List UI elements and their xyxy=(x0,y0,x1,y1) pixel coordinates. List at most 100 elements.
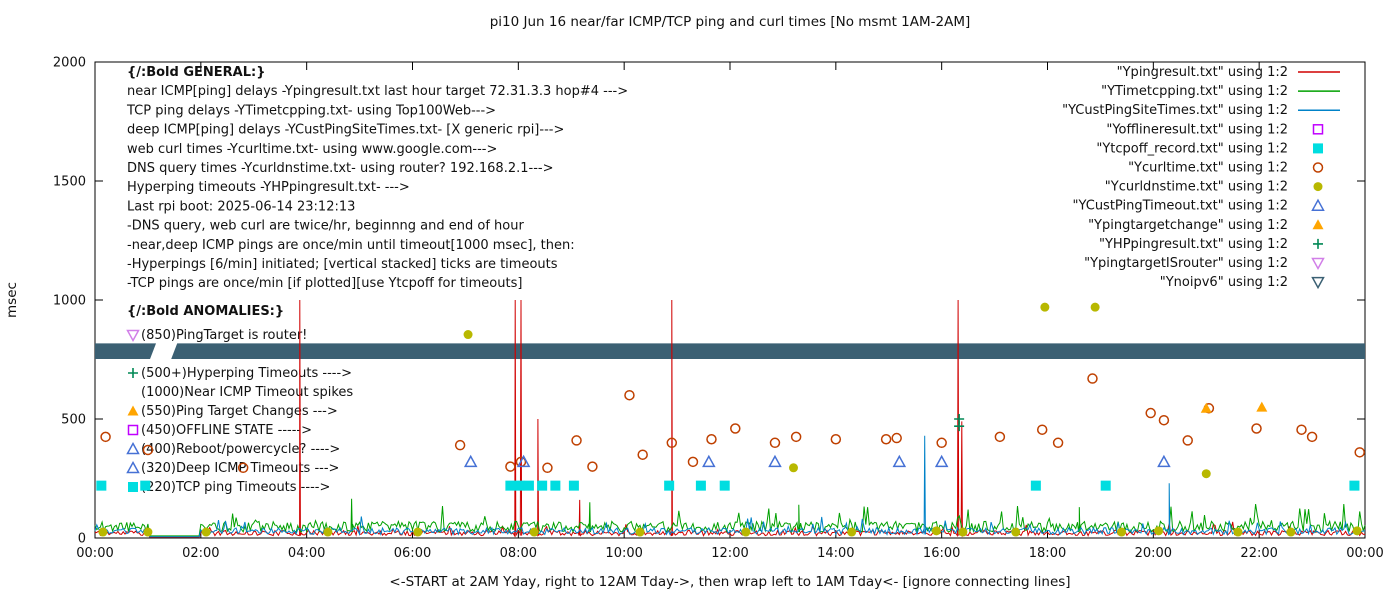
circle-open xyxy=(687,456,699,468)
ynoipv6-band xyxy=(95,343,1366,360)
circle-filled xyxy=(1233,527,1243,537)
circle-open xyxy=(1052,437,1064,449)
tri-down-open xyxy=(126,329,140,343)
circle-filled xyxy=(1201,469,1211,479)
anomaly-line: (400)Reboot/powercycle? ----> xyxy=(141,442,340,457)
x-tick-label: 18:00 xyxy=(1029,546,1066,561)
square-filled xyxy=(1030,480,1041,491)
triangle-open xyxy=(1311,198,1325,211)
triangle-open xyxy=(516,454,531,468)
series-Ycurldnstime.txt xyxy=(98,302,1362,537)
y-tick-label: 1000 xyxy=(53,294,86,309)
triangle-open xyxy=(892,454,907,468)
general-line: TCP ping delays -YTimetcpping.txt- using… xyxy=(126,103,496,118)
general-line: web curl times -Ycurltime.txt- using www… xyxy=(127,142,497,157)
anomaly-line: (220)TCP ping Timeouts ----> xyxy=(141,480,330,495)
circle-filled xyxy=(1352,526,1362,536)
anomalies-annotations: {/:Bold ANOMALIES:} (850)PingTarget is ro… xyxy=(126,304,353,495)
legend: "Ypingresult.txt" using 1:2 "YTimetcpping… xyxy=(1062,65,1340,290)
triangle-filled xyxy=(1256,401,1268,412)
legend-label: "YHPpingresult.txt" using 1:2 xyxy=(1099,237,1288,252)
anomalies-heading: {/:Bold ANOMALIES:} xyxy=(127,304,284,319)
square-filled xyxy=(664,480,675,491)
circle-open xyxy=(637,449,648,460)
circle-open xyxy=(587,461,598,472)
circle-open xyxy=(706,433,717,445)
square-filled xyxy=(1313,143,1323,154)
circle-open xyxy=(790,431,802,443)
anomaly-line: (500+)Hyperping Timeouts ----> xyxy=(141,366,352,381)
square-open xyxy=(127,424,139,436)
x-tick-label: 12:00 xyxy=(711,546,748,561)
triangle-open xyxy=(463,454,478,468)
x-tick-label: 08:00 xyxy=(500,546,537,561)
square-filled xyxy=(96,480,107,491)
band-left xyxy=(95,343,157,360)
general-line: Last rpi boot: 2025-06-14 23:12:13 xyxy=(127,199,355,214)
chart-title: pi10 Jun 16 near/far ICMP/TCP ping and c… xyxy=(489,14,971,30)
circle-filled xyxy=(1011,527,1021,537)
legend-entry: "YHPpingresult.txt" using 1:2 xyxy=(1099,237,1323,252)
general-line: -near,deep ICMP pings are once/min until… xyxy=(127,238,575,253)
square-filled xyxy=(128,482,138,492)
square-filled xyxy=(140,480,151,491)
circle-filled xyxy=(789,463,798,473)
legend-entry: "Ytcpoff_record.txt" using 1:2 xyxy=(1096,141,1323,156)
legend-label: "Ypingtargetchange" using 1:2 xyxy=(1088,218,1288,233)
legend-label: "YpingtargetISrouter" using 1:2 xyxy=(1084,256,1288,271)
series-Ycurltime.txt xyxy=(100,373,1365,474)
x-tick-label: 14:00 xyxy=(817,546,854,561)
circle-filled xyxy=(931,526,941,536)
anomaly-line: (320)Deep ICMP Timeouts ---> xyxy=(141,461,339,476)
circle-filled xyxy=(413,527,423,537)
legend-label: "YTimetcpping.txt" using 1:2 xyxy=(1101,84,1288,99)
square-filled xyxy=(719,480,730,491)
legend-entry: "YTimetcpping.txt" using 1:2 xyxy=(1101,84,1340,99)
triangle-open xyxy=(768,454,782,468)
triangle-open xyxy=(1157,454,1171,468)
square-filled xyxy=(523,480,534,491)
legend-label: "YCustPingSiteTimes.txt" using 1:2 xyxy=(1062,103,1288,118)
circle-open xyxy=(1296,424,1307,435)
circle-filled xyxy=(323,527,333,537)
band-right xyxy=(171,343,1366,360)
circle-open xyxy=(666,437,678,449)
square-filled xyxy=(1349,480,1360,491)
circle-open xyxy=(454,439,466,451)
circle-open xyxy=(891,432,902,444)
square-filled xyxy=(1100,480,1111,491)
x-tick-label: 16:00 xyxy=(923,546,960,561)
y-axis-label: msec xyxy=(4,282,20,318)
general-line: -TCP pings are once/min [if plotted][use… xyxy=(127,276,522,291)
general-heading: {/:Bold GENERAL:} xyxy=(127,65,265,80)
circle-open xyxy=(830,433,842,445)
y-tick-label: 1500 xyxy=(53,175,86,190)
x-tick-label: 00:00 xyxy=(76,546,113,561)
triangle-open xyxy=(934,454,949,468)
square-filled xyxy=(514,480,525,491)
anomaly-line: (550)Ping Target Changes ---> xyxy=(141,404,338,419)
triangle-filled xyxy=(1200,402,1212,413)
circle-open xyxy=(769,437,781,449)
legend-label: "Ynoipv6" using 1:2 xyxy=(1160,275,1288,290)
circle-open xyxy=(1306,431,1318,443)
legend-label: "Ypingresult.txt" using 1:2 xyxy=(1117,65,1288,80)
legend-entry: "Ycurldnstime.txt" using 1:2 xyxy=(1105,180,1323,195)
legend-label: "Ytcpoff_record.txt" using 1:2 xyxy=(1096,141,1288,156)
circle-open xyxy=(571,435,582,446)
y-tick-label: 500 xyxy=(61,413,86,428)
general-line: DNS query times -Ycurldnstime.txt- using… xyxy=(127,161,553,176)
plus xyxy=(128,368,138,378)
circle-filled xyxy=(635,527,645,537)
circle-open xyxy=(505,461,516,472)
square-filled xyxy=(568,480,579,491)
x-tick-label: 00:00 xyxy=(1346,546,1383,561)
general-line: -DNS query, web curl are twice/hr, begin… xyxy=(127,219,524,234)
series-YHPpingresult.txt xyxy=(954,414,965,432)
legend-label: "Yofflineresult.txt" using 1:2 xyxy=(1106,122,1288,137)
series-Ytcpoff_record.txt xyxy=(96,480,1360,491)
circle-open xyxy=(237,462,249,474)
legend-entry: "Ycurltime.txt" using 1:2 xyxy=(1128,161,1324,176)
triangle-filled xyxy=(127,405,139,416)
